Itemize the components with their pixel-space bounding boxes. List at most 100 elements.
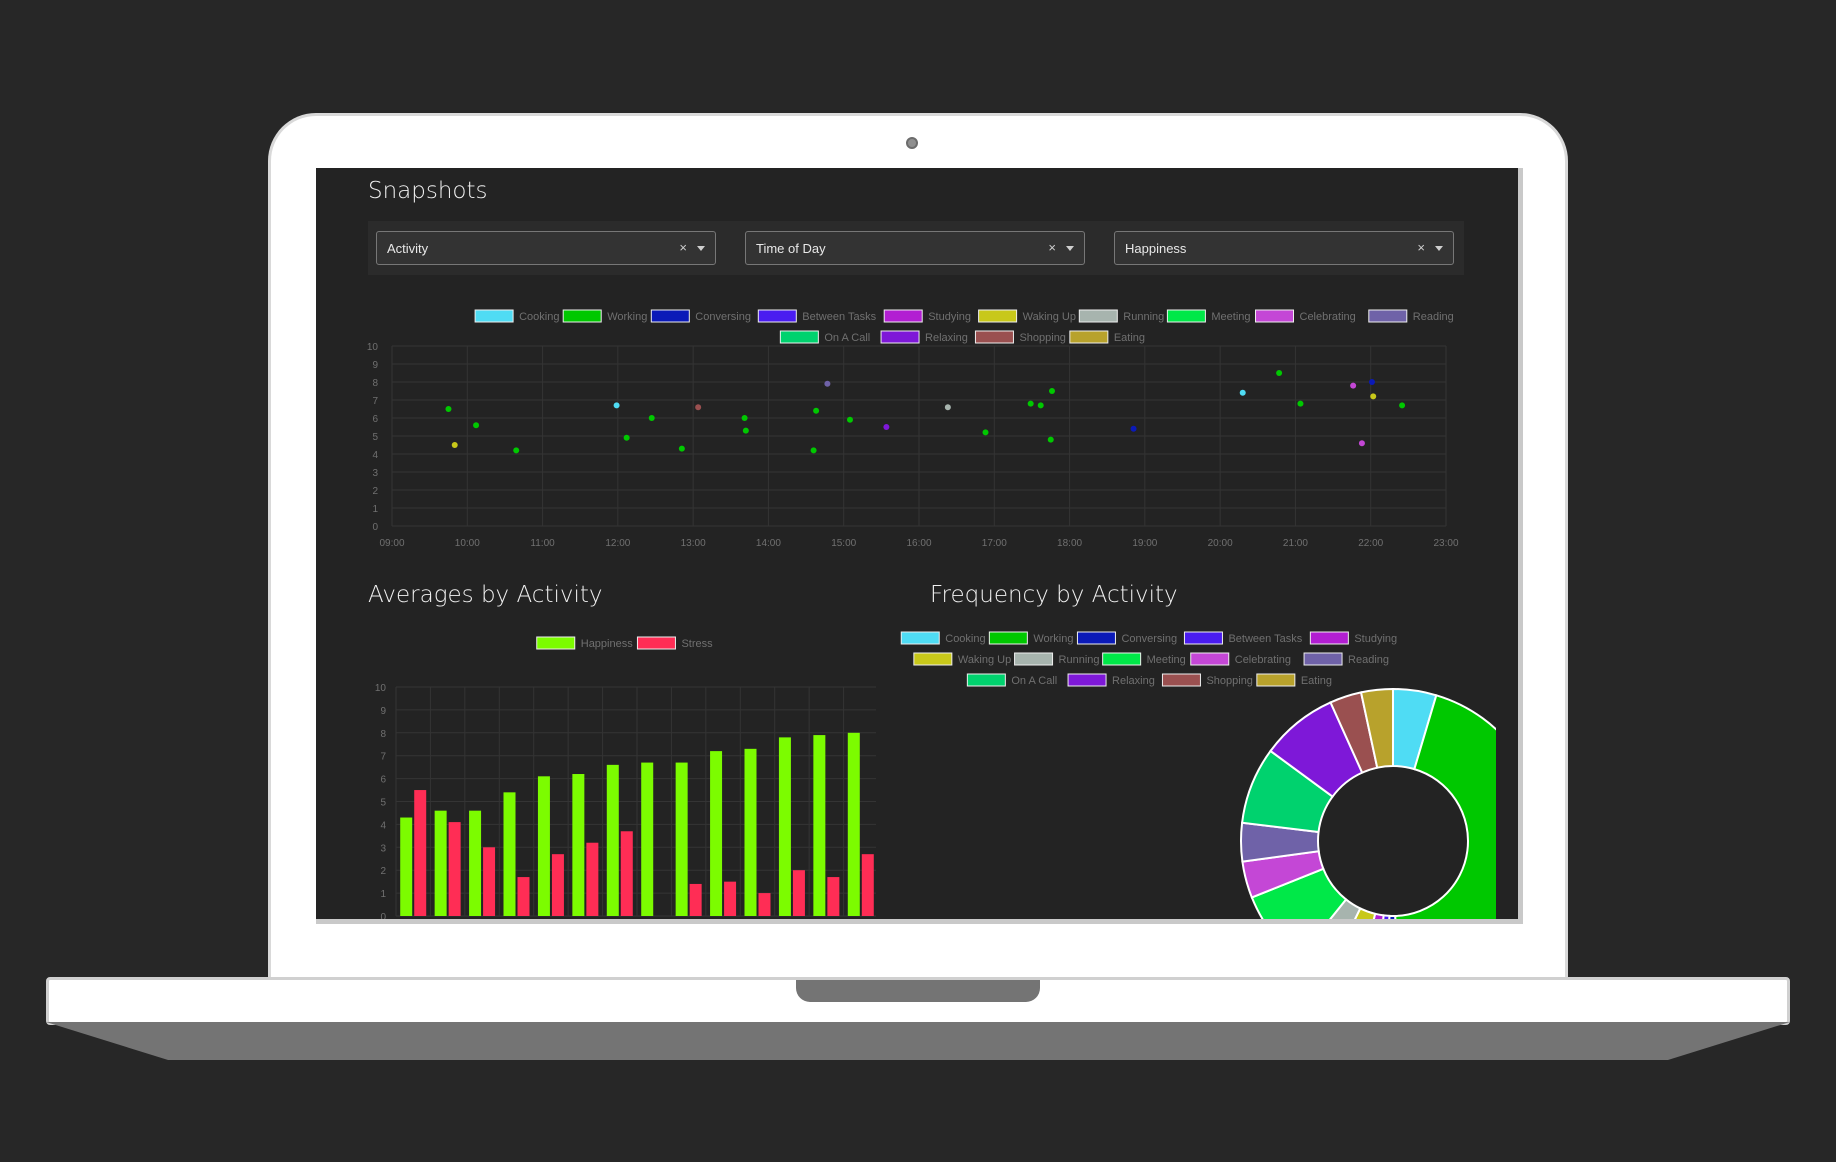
x-tick-label: 17:00 [982, 538, 1007, 549]
x-tick-label: 20:00 [1208, 538, 1233, 549]
legend-swatch-waking-up [978, 309, 1018, 323]
x-tick-label: 09:00 [379, 538, 404, 549]
chevron-down-icon[interactable] [1066, 246, 1074, 251]
legend-swatch-between-tasks [757, 309, 797, 323]
scatter-point [1370, 393, 1377, 400]
scatter-point [678, 445, 685, 452]
legend-swatch-conversing [1076, 631, 1116, 645]
legend-label-meeting: Meeting [1211, 311, 1250, 323]
x-tick-label: 10:00 [455, 538, 480, 549]
legend-label-reading: Reading [1413, 311, 1454, 323]
y-tick-label: 0 [372, 522, 378, 533]
legend-label-waking-up: Waking Up [1023, 311, 1076, 323]
screen-edge-right [1518, 168, 1523, 924]
legend-label-running: Running [1123, 311, 1164, 323]
legend-swatch-eating [1256, 673, 1296, 687]
legend-label-on-a-call: On A Call [824, 332, 870, 344]
scatter-point [648, 415, 655, 421]
bar-stress [792, 870, 805, 916]
legend-label-conversing: Conversing [1121, 633, 1177, 645]
bar-happiness [606, 764, 619, 916]
legend-swatch-on-a-call [966, 673, 1006, 687]
bar-happiness [434, 810, 447, 916]
chevron-down-icon[interactable] [1435, 246, 1443, 251]
legend-label-on-a-call: On A Call [1011, 675, 1057, 687]
legend-label-conversing: Conversing [695, 311, 751, 323]
bar-happiness [503, 792, 516, 916]
time-of-day-select[interactable]: Time of Day × [745, 231, 1085, 265]
y-tick-label: 6 [380, 775, 386, 786]
legend-swatch-on-a-call [779, 330, 819, 344]
scatter-point [1239, 389, 1246, 396]
bar-stress [689, 883, 702, 916]
scatter-point [1027, 400, 1034, 407]
legend-label-running: Running [1059, 654, 1100, 666]
legend-label-working: Working [607, 311, 647, 323]
y-tick-label: 6 [372, 414, 378, 425]
scatter-point [742, 427, 749, 434]
legend-swatch-working [988, 631, 1028, 645]
scatter-point [846, 416, 853, 423]
bar-stress [483, 847, 496, 916]
legend-swatch-running [1078, 309, 1118, 323]
legend-swatch-conversing [650, 309, 690, 323]
bar-chart: Happiness Stress 0 1 2 3 4 5 6 7 8 9 10 [375, 636, 876, 919]
y-tick-label: 7 [380, 752, 386, 763]
legend-swatch-reading [1303, 652, 1343, 666]
clear-icon[interactable]: × [1048, 240, 1056, 255]
legend-label-shopping: Shopping [1206, 675, 1253, 687]
y-tick-label: 5 [372, 432, 378, 443]
legend-swatch-shopping [1161, 673, 1201, 687]
bar-stress [861, 854, 874, 916]
legend-label-studying: Studying [928, 311, 971, 323]
bar-stress [414, 790, 427, 916]
bar-stress [448, 822, 461, 916]
x-tick-label: 21:00 [1283, 538, 1308, 549]
bar-happiness [710, 751, 723, 916]
bar-happiness [537, 776, 550, 916]
legend-swatch-working [562, 309, 602, 323]
laptop-notch [796, 980, 1040, 1002]
legend-label-studying: Studying [1354, 633, 1397, 645]
bar-happiness [744, 748, 757, 916]
doughnut-slice-eating [1359, 687, 1394, 769]
happiness-select[interactable]: Happiness × [1114, 231, 1454, 265]
legend-label-relaxing: Relaxing [1112, 675, 1155, 687]
legend-swatch-shopping [974, 330, 1014, 344]
x-tick-label: 23:00 [1433, 538, 1458, 549]
clear-icon[interactable]: × [679, 240, 687, 255]
bar-stress [758, 893, 771, 916]
x-tick-label: 19:00 [1132, 538, 1157, 549]
scatter-point [1297, 400, 1304, 407]
legend-swatch-cooking [900, 631, 940, 645]
y-tick-label: 3 [372, 468, 378, 479]
x-tick-label: 22:00 [1358, 538, 1383, 549]
bar-stress [620, 831, 633, 916]
y-tick-label: 2 [380, 866, 386, 877]
activity-select[interactable]: Activity × [376, 231, 716, 265]
clear-icon[interactable]: × [1417, 240, 1425, 255]
legend-swatch-running [1014, 652, 1054, 666]
screen: Snapshots Activity × Time of Day × Happi… [316, 168, 1518, 919]
bar-happiness [778, 737, 791, 916]
bar-happiness [400, 817, 413, 916]
time-of-day-select-value: Time of Day [756, 241, 826, 256]
legend-swatch-relaxing [880, 330, 920, 344]
chevron-down-icon[interactable] [697, 246, 705, 251]
x-tick-label: 16:00 [906, 538, 931, 549]
x-tick-label: 18:00 [1057, 538, 1082, 549]
y-tick-label: 4 [372, 450, 378, 461]
x-tick-label: 12:00 [605, 538, 630, 549]
screen-edge [316, 919, 1522, 924]
legend-swatch-celebrating [1255, 309, 1294, 323]
frequency-title: Frequency by Activity [930, 582, 1178, 608]
y-tick-label: 2 [372, 486, 378, 497]
scatter-point [1049, 388, 1056, 394]
bar-happiness [675, 762, 688, 916]
legend-swatch-happiness [536, 636, 576, 650]
bar-stress [517, 877, 530, 916]
y-tick-label: 1 [372, 504, 378, 515]
legend-swatch-studying [883, 309, 923, 323]
bar-happiness [469, 810, 482, 916]
legend-label-working: Working [1033, 633, 1073, 645]
